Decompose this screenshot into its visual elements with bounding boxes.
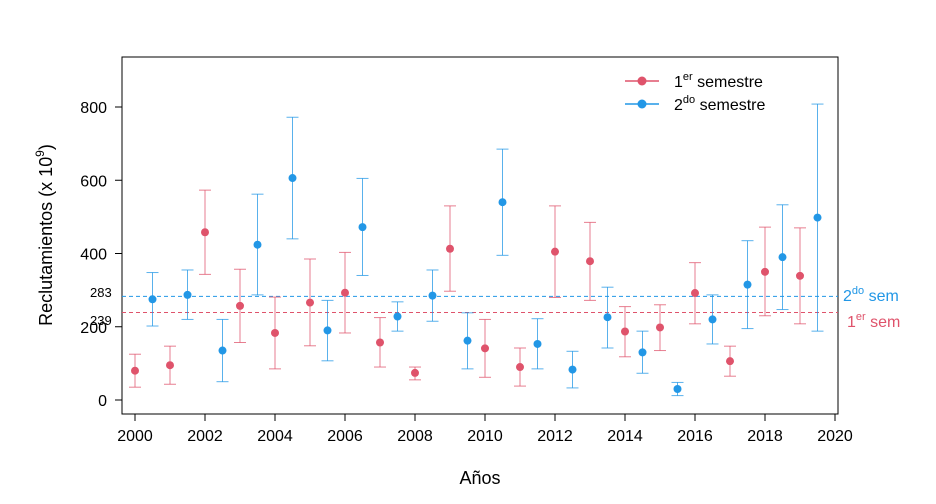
y-axis-title-close: ) (36, 144, 56, 150)
data-point (411, 368, 419, 377)
data-point (726, 357, 734, 366)
x-tick-label: 2010 (467, 428, 503, 445)
data-point (271, 328, 279, 337)
data-point (358, 223, 367, 232)
y-axis: 0 200 400 600 800 (80, 100, 123, 410)
y-tick-label: 0 (98, 393, 107, 410)
data-point (376, 338, 384, 347)
data-point (498, 198, 507, 207)
ref-label-second-left: 283 (90, 285, 112, 300)
x-tick-label: 2012 (537, 428, 573, 445)
data-point (796, 271, 804, 280)
data-point (673, 385, 682, 394)
x-tick-label: 2016 (677, 428, 713, 445)
data-point (253, 240, 262, 249)
data-point (306, 298, 314, 307)
data-point (236, 301, 244, 310)
y-tick-label: 600 (80, 173, 107, 190)
data-point (638, 348, 647, 357)
y-axis-title: Reclutamientos (x 109) (33, 144, 56, 326)
data-point (288, 174, 297, 183)
y-axis-title-exponent: 9 (33, 150, 47, 157)
data-point (743, 280, 752, 289)
data-point (708, 315, 717, 324)
data-point (201, 228, 209, 237)
legend-marker-second (637, 99, 647, 109)
data-point (481, 344, 489, 353)
x-axis-title: Años (459, 468, 500, 488)
data-point (621, 327, 629, 336)
legend: 1er semestre 2do semestre (625, 71, 766, 114)
series-layer (129, 103, 824, 397)
y-axis-title-text: Reclutamientos (x 10 (36, 157, 56, 326)
series-first-semester (129, 189, 806, 388)
data-point (656, 323, 664, 332)
data-point (586, 257, 594, 266)
x-axis: 2000 2002 2004 2006 2008 2010 2012 2014 2016 2018… (117, 413, 853, 445)
data-point (761, 267, 769, 276)
data-point (341, 288, 349, 297)
data-point (166, 361, 174, 370)
y-tick-label: 400 (80, 247, 107, 264)
legend-label-first: 1er semestre (674, 71, 763, 91)
data-point (813, 213, 822, 222)
x-tick-label: 2006 (327, 428, 363, 445)
ref-label-first-left: 239 (90, 313, 112, 328)
data-point (393, 312, 402, 321)
data-point (778, 253, 787, 262)
legend-marker-first (637, 76, 647, 86)
data-point (551, 247, 559, 256)
x-tick-label: 2002 (187, 428, 223, 445)
x-tick-label: 2020 (817, 428, 853, 445)
reference-lines (122, 295, 838, 313)
data-point (218, 346, 227, 355)
data-point (323, 326, 332, 335)
x-tick-label: 2014 (607, 428, 643, 445)
x-tick-label: 2008 (397, 428, 433, 445)
data-point (446, 244, 454, 253)
data-point (516, 363, 524, 372)
data-point (568, 365, 577, 374)
data-point (428, 291, 437, 300)
legend-label-second: 2do semestre (674, 94, 766, 114)
data-point (131, 366, 139, 375)
ref-label-second-right: 2do sem (843, 285, 899, 305)
ref-label-first-right: 1er sem (847, 311, 900, 331)
x-tick-label: 2000 (117, 428, 153, 445)
x-tick-label: 2004 (257, 428, 293, 445)
data-point (148, 295, 157, 304)
data-point (183, 290, 192, 299)
y-tick-label: 200 (80, 320, 107, 337)
y-tick-label: 800 (80, 100, 107, 117)
data-point (533, 339, 542, 348)
data-point (603, 313, 612, 322)
series-second-semester (146, 103, 824, 397)
data-point (463, 336, 472, 345)
data-point (691, 289, 699, 298)
x-tick-label: 2018 (747, 428, 783, 445)
